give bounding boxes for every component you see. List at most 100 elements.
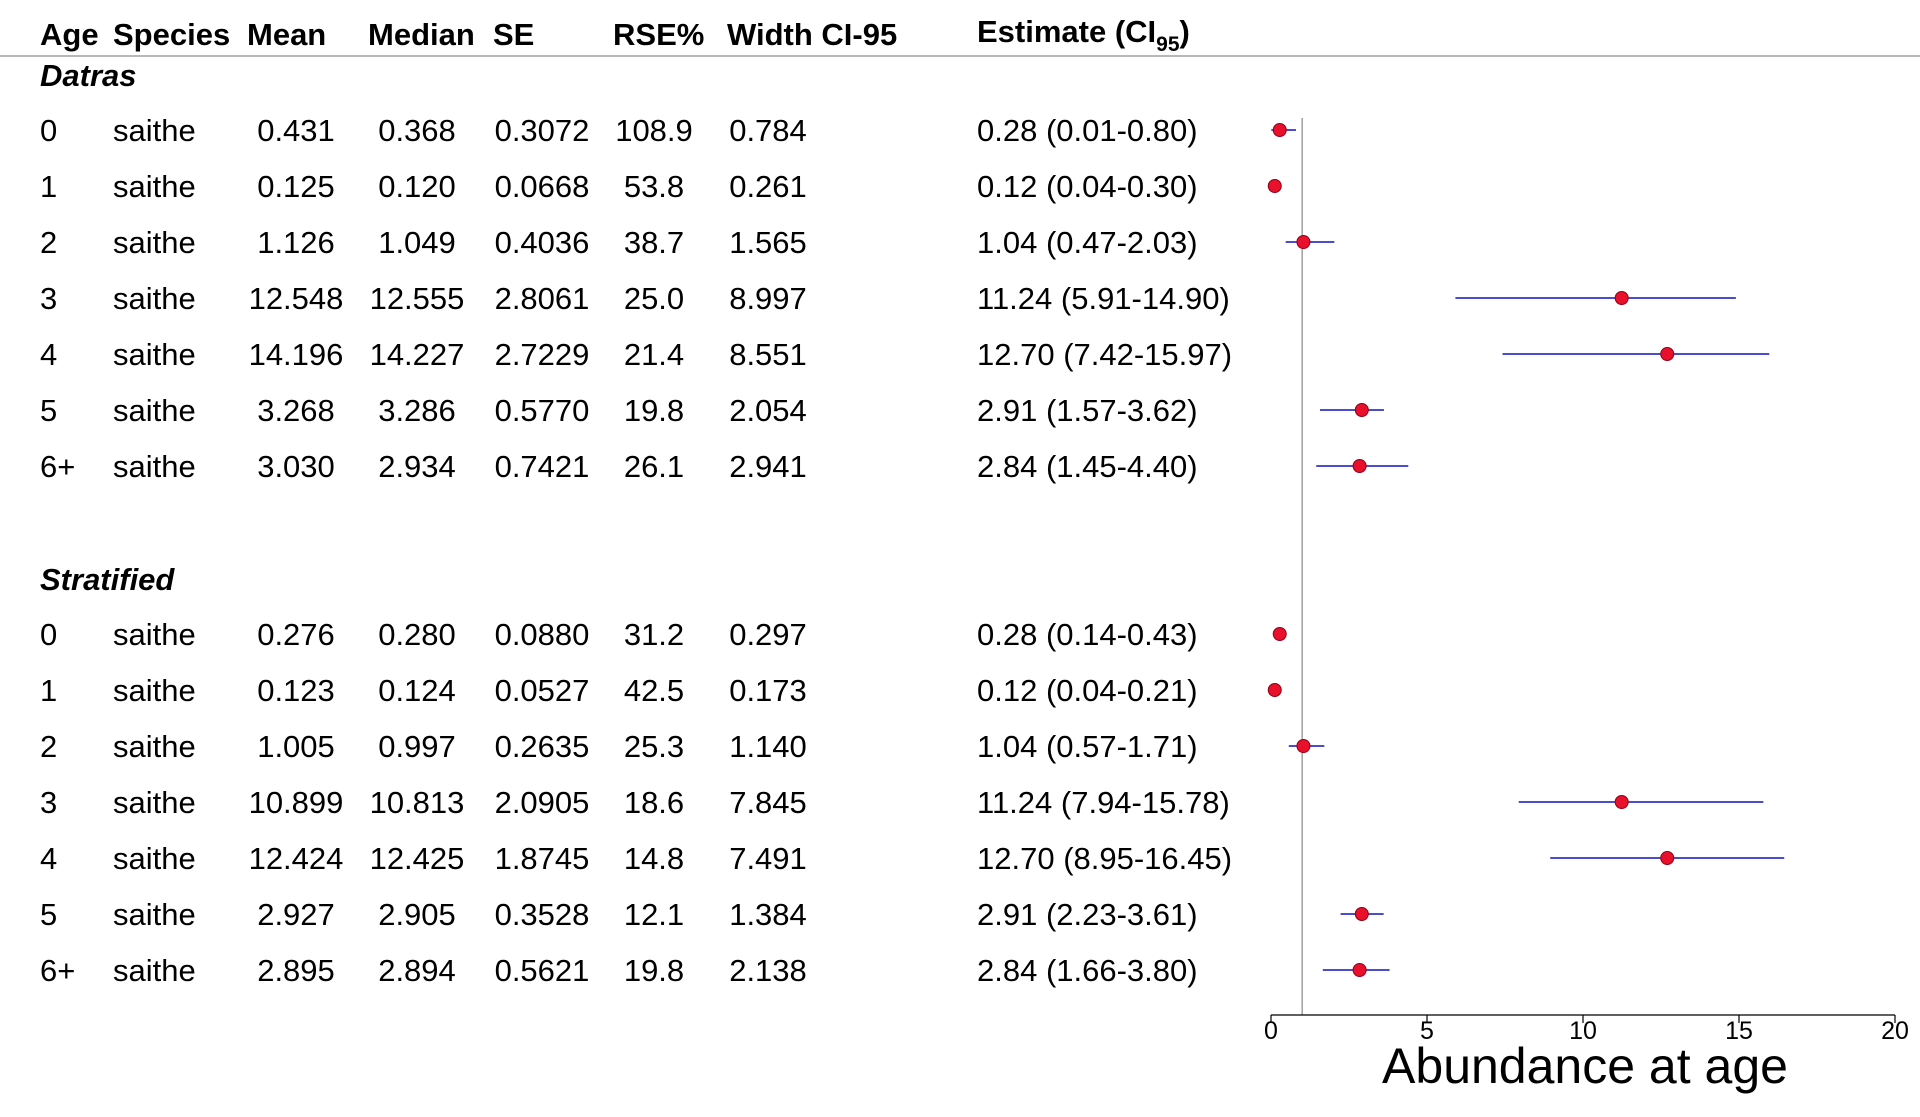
- age-cell: 2: [40, 225, 57, 260]
- estimate-point: [1660, 851, 1675, 865]
- col-header-width-ci95: Width CI-95: [727, 17, 897, 52]
- group-stratified: Stratified 0 saithe 0.276 0.280 0.0880 31.2 0.2…: [40, 562, 1232, 988]
- col-header-species: Species: [113, 17, 230, 52]
- median-cell: 0.124: [378, 673, 456, 708]
- table-row: 5 saithe 3.268 3.286 0.5770 19.8 2.054 2.91 (1.…: [40, 393, 1198, 428]
- species-cell: saithe: [113, 393, 196, 428]
- rse-cell: 14.8: [624, 841, 684, 876]
- estimate-cell: 2.91 (2.23-3.61): [977, 897, 1198, 932]
- rse-cell: 25.3: [624, 729, 684, 764]
- se-cell: 0.4036: [495, 225, 590, 260]
- rse-cell: 42.5: [624, 673, 684, 708]
- x-axis-label: Abundance at age: [1382, 1038, 1788, 1094]
- se-cell: 0.5770: [495, 393, 590, 428]
- mean-cell: 10.899: [249, 785, 344, 820]
- table-row: 2 saithe 1.005 0.997 0.2635 25.3 1.140 1.04 (0.…: [40, 729, 1198, 764]
- estimate-cell: 0.12 (0.04-0.21): [977, 673, 1198, 708]
- se-cell: 0.7421: [495, 449, 590, 484]
- age-cell: 0: [40, 617, 57, 652]
- x-axis: 0 5 10 15 20 Abundance at age: [1264, 1014, 1909, 1094]
- width-cell: 2.941: [729, 449, 807, 484]
- estimate-cell: 11.24 (7.94-15.78): [977, 785, 1230, 820]
- rse-cell: 26.1: [624, 449, 684, 484]
- se-cell: 0.5621: [495, 953, 590, 988]
- age-cell: 4: [40, 337, 57, 372]
- rse-cell: 18.6: [624, 785, 684, 820]
- width-cell: 2.138: [729, 953, 807, 988]
- species-cell: saithe: [113, 617, 196, 652]
- age-cell: 1: [40, 673, 57, 708]
- estimate-point: [1267, 179, 1282, 193]
- width-cell: 8.551: [729, 337, 807, 372]
- width-cell: 0.297: [729, 617, 807, 652]
- estimate-cell: 2.84 (1.66-3.80): [977, 953, 1198, 988]
- estimate-cell: 12.70 (7.42-15.97): [977, 337, 1232, 372]
- estimate-point: [1272, 123, 1287, 137]
- rse-cell: 31.2: [624, 617, 684, 652]
- group-label: Datras: [40, 58, 137, 93]
- species-cell: saithe: [113, 897, 196, 932]
- estimate-point: [1352, 459, 1367, 473]
- estimate-cell: 11.24 (5.91-14.90): [977, 281, 1230, 316]
- estimate-cell: 2.84 (1.45-4.40): [977, 449, 1198, 484]
- rse-cell: 108.9: [615, 113, 693, 148]
- se-cell: 0.0668: [495, 169, 590, 204]
- table-row: 4 saithe 14.196 14.227 2.7229 21.4 8.551 12.70 …: [40, 337, 1232, 372]
- width-cell: 1.384: [729, 897, 807, 932]
- table-row: 3 saithe 12.548 12.555 2.8061 25.0 8.997 11.24 …: [40, 281, 1230, 316]
- estimate-point: [1352, 963, 1367, 977]
- rse-cell: 21.4: [624, 337, 684, 372]
- se-cell: 2.0905: [495, 785, 590, 820]
- species-cell: saithe: [113, 281, 196, 316]
- se-cell: 0.3072: [495, 113, 590, 148]
- age-cell: 5: [40, 897, 57, 932]
- estimate-cell: 2.91 (1.57-3.62): [977, 393, 1198, 428]
- group-label: Stratified: [40, 562, 175, 597]
- mean-cell: 3.268: [257, 393, 335, 428]
- age-cell: 6+: [40, 953, 75, 988]
- age-cell: 3: [40, 785, 57, 820]
- species-cell: saithe: [113, 673, 196, 708]
- table-row: 5 saithe 2.927 2.905 0.3528 12.1 1.384 2.91 (2.…: [40, 897, 1198, 932]
- age-cell: 6+: [40, 449, 75, 484]
- width-cell: 2.054: [729, 393, 807, 428]
- median-cell: 0.997: [378, 729, 456, 764]
- mean-cell: 12.424: [249, 841, 344, 876]
- mean-cell: 12.548: [249, 281, 344, 316]
- median-cell: 12.425: [370, 841, 465, 876]
- width-cell: 8.997: [729, 281, 807, 316]
- table-header: Age Species Mean Median SE RSE% Width CI…: [40, 14, 1190, 56]
- mean-cell: 0.431: [257, 113, 335, 148]
- col-header-se: SE: [493, 17, 534, 52]
- species-cell: saithe: [113, 113, 196, 148]
- species-cell: saithe: [113, 169, 196, 204]
- x-tick-label: 0: [1264, 1017, 1278, 1045]
- x-tick-label: 10: [1569, 1017, 1597, 1045]
- table-row: 2 saithe 1.126 1.049 0.4036 38.7 1.565 1.04 (0.…: [40, 225, 1198, 260]
- width-cell: 7.491: [729, 841, 807, 876]
- table-row: 1 saithe 0.125 0.120 0.0668 53.8 0.261 0.12 (0.…: [40, 169, 1198, 204]
- median-cell: 2.905: [378, 897, 456, 932]
- mean-cell: 1.126: [257, 225, 335, 260]
- estimate-point: [1296, 739, 1311, 753]
- table-row: 6+ saithe 3.030 2.934 0.7421 26.1 2.941 2.84 (1…: [40, 449, 1198, 484]
- median-cell: 12.555: [370, 281, 465, 316]
- age-cell: 3: [40, 281, 57, 316]
- mean-cell: 0.123: [257, 673, 335, 708]
- mean-cell: 0.276: [257, 617, 335, 652]
- species-cell: saithe: [113, 337, 196, 372]
- se-cell: 0.0880: [495, 617, 590, 652]
- table-row: 1 saithe 0.123 0.124 0.0527 42.5 0.173 0.12 (0.…: [40, 673, 1198, 708]
- species-cell: saithe: [113, 729, 196, 764]
- age-cell: 5: [40, 393, 57, 428]
- species-cell: saithe: [113, 785, 196, 820]
- estimate-point: [1660, 347, 1675, 361]
- se-cell: 0.3528: [495, 897, 590, 932]
- mean-cell: 14.196: [249, 337, 344, 372]
- col-header-mean: Mean: [247, 17, 326, 52]
- rse-cell: 12.1: [624, 897, 684, 932]
- se-cell: 0.0527: [495, 673, 590, 708]
- median-cell: 3.286: [378, 393, 456, 428]
